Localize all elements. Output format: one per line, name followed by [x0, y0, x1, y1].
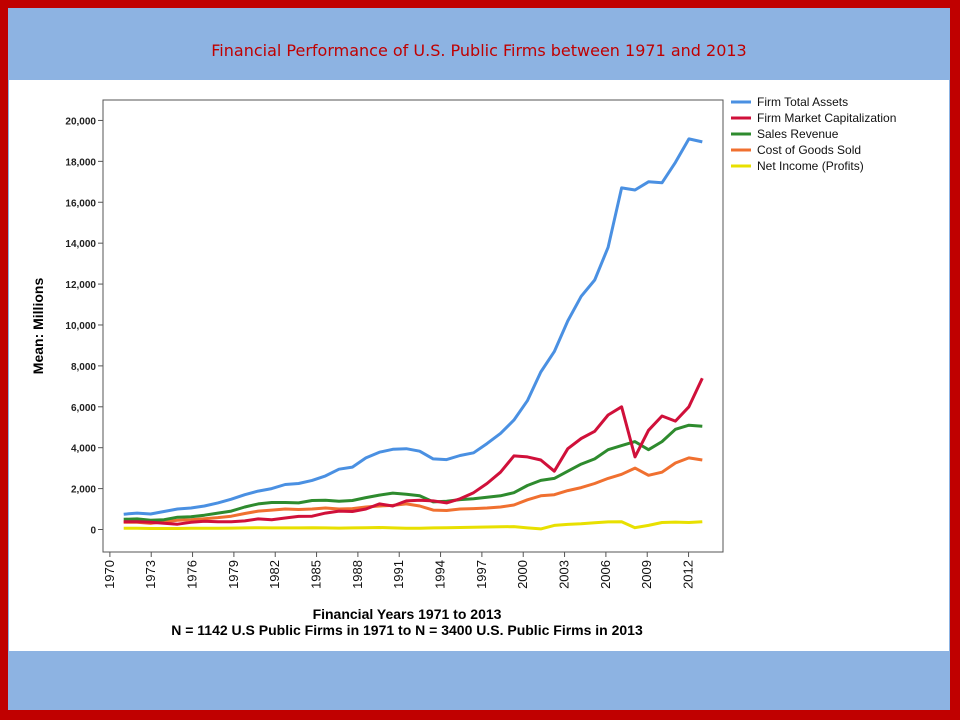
y-tick-label: 2,000: [71, 485, 96, 496]
x-tick-label: 2009: [639, 560, 654, 589]
series-line-net-income-profits: [123, 520, 703, 531]
y-axis-label: Mean: Millions: [30, 278, 46, 375]
y-tick-label: 12,000: [65, 280, 96, 291]
x-axis-label: Financial Years 1971 to 2013: [313, 606, 502, 622]
legend-label: Sales Revenue: [757, 127, 839, 141]
legend-label: Firm Total Assets: [757, 95, 848, 109]
plot-frame: [102, 99, 724, 553]
y-tick-label: 8,000: [71, 362, 96, 373]
x-tick-label: 2003: [557, 560, 572, 589]
sample-size-note: N = 1142 U.S Public Firms in 1971 to N =…: [171, 622, 643, 638]
y-tick-label: 16,000: [65, 198, 96, 209]
series-lines: [123, 137, 704, 531]
x-tick-label: 1985: [309, 560, 324, 589]
series-line-firm-market-capitalization: [123, 377, 704, 526]
line-chart: 0 2,000 4,000 6,000 8,000 10,000 12,000 14,000 1…: [30, 95, 896, 638]
x-tick-label: 1979: [226, 560, 241, 589]
y-tick-label: 18,000: [65, 157, 96, 168]
legend-label: Cost of Goods Sold: [757, 143, 861, 157]
x-tick-label: 1970: [102, 560, 117, 589]
series-line-sales-revenue: [123, 423, 703, 522]
x-tick-label: 1991: [391, 560, 406, 589]
slide: Financial Performance of U.S. Public Fir…: [8, 8, 950, 710]
chart-panel: 0 2,000 4,000 6,000 8,000 10,000 12,000 14,000 1…: [9, 80, 949, 651]
y-tick-label: 20,000: [65, 116, 96, 127]
y-axis: 0 2,000 4,000 6,000 8,000 10,000 12,000 14,000 1…: [65, 116, 103, 537]
slide-title: Financial Performance of U.S. Public Fir…: [211, 41, 747, 60]
legend-label: Firm Market Capitalization: [757, 111, 896, 125]
x-tick-label: 1973: [143, 560, 158, 589]
y-tick-label: 0: [90, 526, 96, 537]
x-tick-label: 1988: [350, 560, 365, 589]
x-tick-label: 1994: [433, 560, 448, 589]
legend-label: Net Income (Profits): [757, 159, 864, 173]
series-line-cost-of-goods-sold: [123, 456, 703, 525]
x-tick-label: 1976: [185, 560, 200, 589]
x-tick-label: 2000: [515, 560, 530, 589]
x-tick-label: 1982: [267, 560, 282, 589]
y-tick-label: 4,000: [71, 444, 96, 455]
x-tick-label: 2006: [598, 560, 613, 589]
series-line-firm-total-assets: [123, 137, 703, 516]
y-tick-label: 6,000: [71, 403, 96, 414]
y-tick-label: 10,000: [65, 321, 96, 332]
x-tick-label: 2012: [681, 560, 696, 589]
x-axis: 1970 1973 1976 1979 1982 1985 1988 1991 1994 1997…: [102, 552, 696, 589]
x-tick-label: 1997: [474, 560, 489, 589]
y-tick-label: 14,000: [65, 239, 96, 250]
legend: Firm Total Assets Firm Market Capitalizat…: [731, 95, 896, 173]
